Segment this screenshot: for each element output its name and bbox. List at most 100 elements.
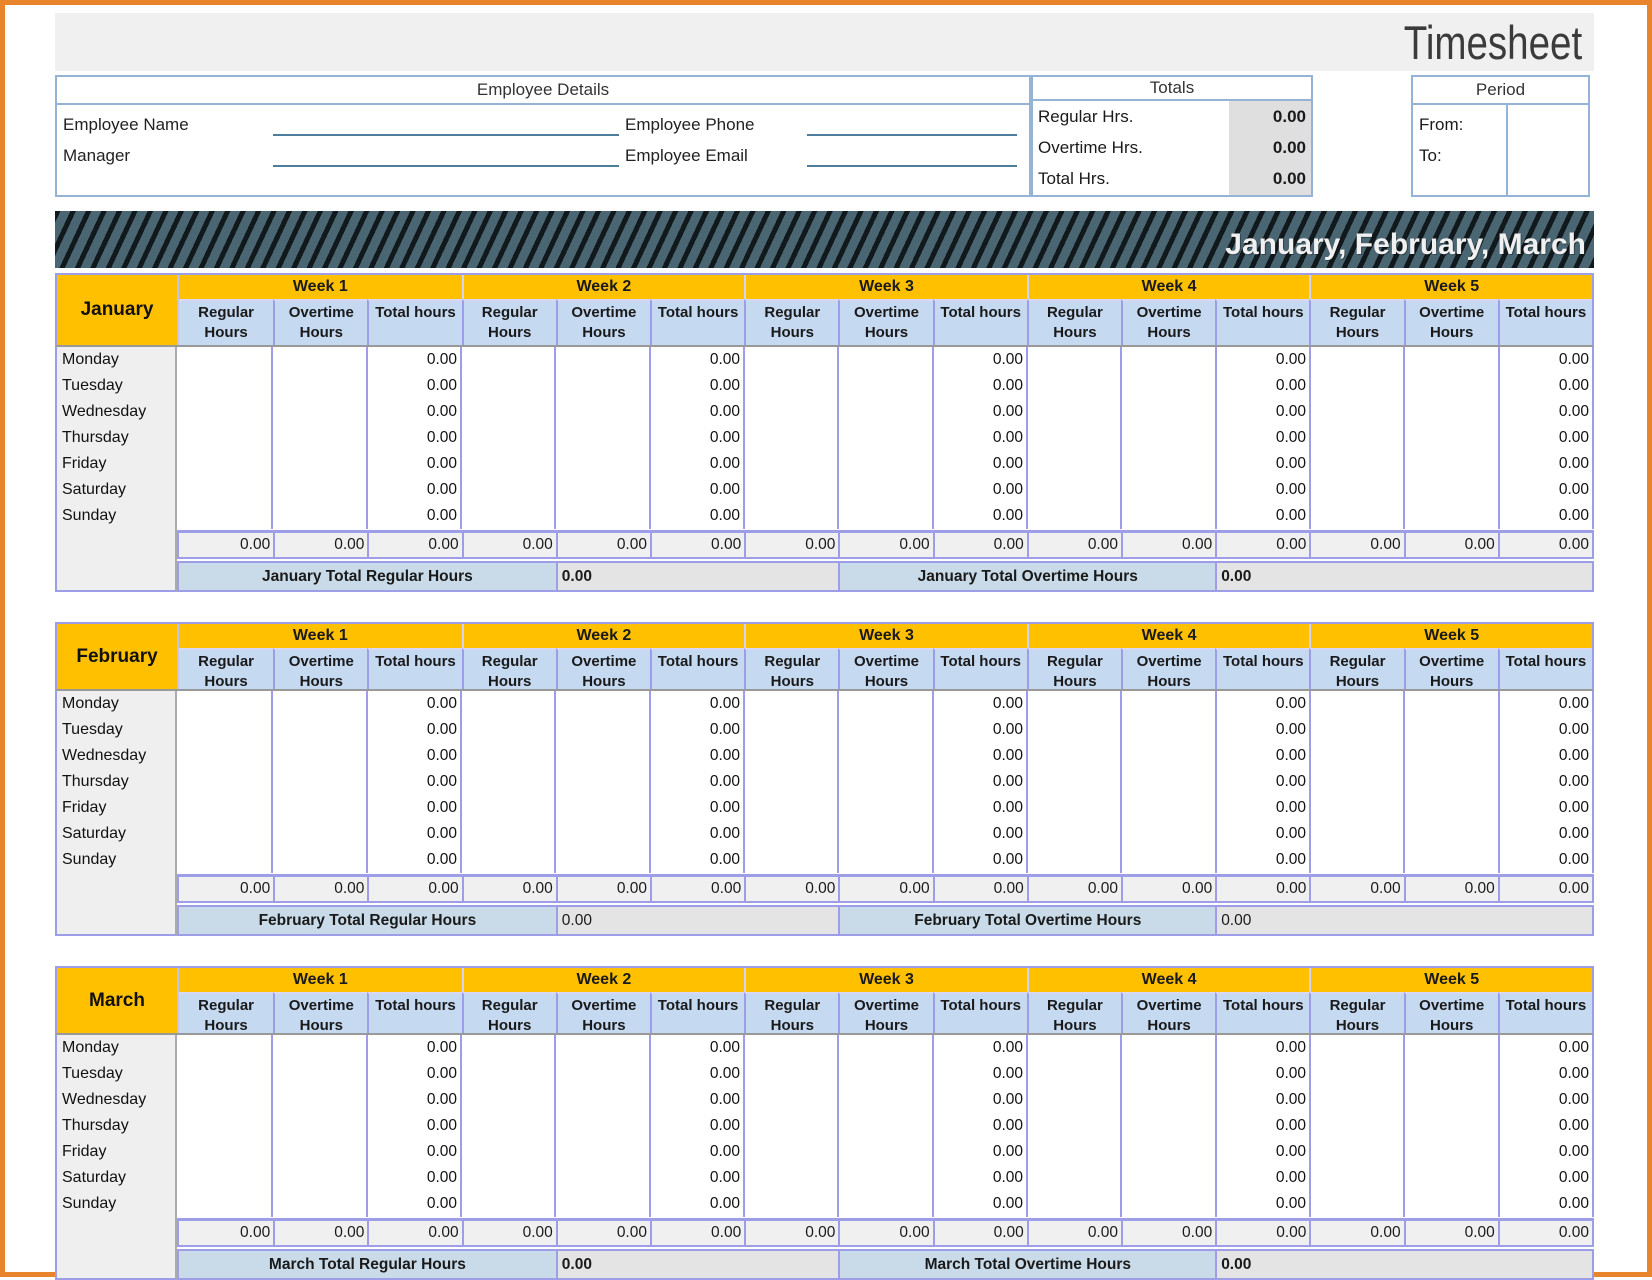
employee-phone-input[interactable] [807,110,1017,136]
overtime-hours-input-cell[interactable] [271,795,365,821]
overtime-hours-input-cell[interactable] [1403,503,1497,529]
regular-hours-input-cell[interactable] [1026,743,1120,769]
overtime-hours-input-cell[interactable] [837,451,931,477]
regular-hours-input-cell[interactable] [1026,1035,1120,1061]
period-from-input[interactable] [1508,105,1588,136]
overtime-hours-input-cell[interactable] [837,769,931,795]
overtime-hours-input-cell[interactable] [554,1061,648,1087]
regular-hours-input-cell[interactable] [743,743,837,769]
overtime-hours-input-cell[interactable] [837,847,931,873]
regular-hours-input-cell[interactable] [177,743,271,769]
overtime-hours-input-cell[interactable] [554,795,648,821]
overtime-hours-input-cell[interactable] [271,503,365,529]
overtime-hours-input-cell[interactable] [837,743,931,769]
overtime-hours-input-cell[interactable] [271,451,365,477]
overtime-hours-input-cell[interactable] [1403,743,1497,769]
overtime-hours-input-cell[interactable] [271,399,365,425]
overtime-hours-input-cell[interactable] [837,717,931,743]
regular-hours-input-cell[interactable] [743,717,837,743]
regular-hours-input-cell[interactable] [1309,1035,1403,1061]
regular-hours-input-cell[interactable] [1026,717,1120,743]
overtime-hours-input-cell[interactable] [1120,821,1214,847]
regular-hours-input-cell[interactable] [743,347,837,373]
overtime-hours-input-cell[interactable] [271,425,365,451]
regular-hours-input-cell[interactable] [460,451,554,477]
regular-hours-input-cell[interactable] [1309,1191,1403,1217]
overtime-hours-input-cell[interactable] [271,373,365,399]
overtime-hours-input-cell[interactable] [837,425,931,451]
regular-hours-input-cell[interactable] [1309,691,1403,717]
overtime-hours-input-cell[interactable] [271,1061,365,1087]
regular-hours-input-cell[interactable] [743,1165,837,1191]
regular-hours-input-cell[interactable] [177,399,271,425]
regular-hours-input-cell[interactable] [177,769,271,795]
regular-hours-input-cell[interactable] [177,691,271,717]
regular-hours-input-cell[interactable] [1309,1061,1403,1087]
overtime-hours-input-cell[interactable] [837,1113,931,1139]
regular-hours-input-cell[interactable] [1309,847,1403,873]
regular-hours-input-cell[interactable] [460,1035,554,1061]
regular-hours-input-cell[interactable] [1026,1061,1120,1087]
overtime-hours-input-cell[interactable] [271,743,365,769]
regular-hours-input-cell[interactable] [1026,425,1120,451]
regular-hours-input-cell[interactable] [1309,477,1403,503]
regular-hours-input-cell[interactable] [177,1087,271,1113]
overtime-hours-input-cell[interactable] [1403,717,1497,743]
regular-hours-input-cell[interactable] [1309,399,1403,425]
regular-hours-input-cell[interactable] [743,477,837,503]
regular-hours-input-cell[interactable] [1026,795,1120,821]
overtime-hours-input-cell[interactable] [837,399,931,425]
overtime-hours-input-cell[interactable] [554,347,648,373]
overtime-hours-input-cell[interactable] [271,347,365,373]
regular-hours-input-cell[interactable] [1309,1087,1403,1113]
regular-hours-input-cell[interactable] [460,373,554,399]
regular-hours-input-cell[interactable] [177,1061,271,1087]
overtime-hours-input-cell[interactable] [837,1165,931,1191]
overtime-hours-input-cell[interactable] [271,769,365,795]
regular-hours-input-cell[interactable] [177,1139,271,1165]
overtime-hours-input-cell[interactable] [554,1035,648,1061]
regular-hours-input-cell[interactable] [1026,347,1120,373]
regular-hours-input-cell[interactable] [1309,347,1403,373]
regular-hours-input-cell[interactable] [743,1035,837,1061]
regular-hours-input-cell[interactable] [1309,717,1403,743]
regular-hours-input-cell[interactable] [743,451,837,477]
regular-hours-input-cell[interactable] [460,847,554,873]
regular-hours-input-cell[interactable] [1309,769,1403,795]
overtime-hours-input-cell[interactable] [837,795,931,821]
overtime-hours-input-cell[interactable] [1120,795,1214,821]
regular-hours-input-cell[interactable] [177,847,271,873]
overtime-hours-input-cell[interactable] [554,1165,648,1191]
overtime-hours-input-cell[interactable] [1120,691,1214,717]
regular-hours-input-cell[interactable] [1026,821,1120,847]
regular-hours-input-cell[interactable] [1026,1165,1120,1191]
employee-email-input[interactable] [807,141,1017,167]
overtime-hours-input-cell[interactable] [1120,503,1214,529]
regular-hours-input-cell[interactable] [743,425,837,451]
employee-name-input[interactable] [273,110,619,136]
regular-hours-input-cell[interactable] [177,425,271,451]
regular-hours-input-cell[interactable] [743,373,837,399]
regular-hours-input-cell[interactable] [1026,399,1120,425]
regular-hours-input-cell[interactable] [460,503,554,529]
regular-hours-input-cell[interactable] [1309,795,1403,821]
overtime-hours-input-cell[interactable] [837,347,931,373]
overtime-hours-input-cell[interactable] [1403,847,1497,873]
overtime-hours-input-cell[interactable] [554,717,648,743]
regular-hours-input-cell[interactable] [1309,451,1403,477]
regular-hours-input-cell[interactable] [743,821,837,847]
regular-hours-input-cell[interactable] [1309,821,1403,847]
regular-hours-input-cell[interactable] [1026,1139,1120,1165]
regular-hours-input-cell[interactable] [177,717,271,743]
regular-hours-input-cell[interactable] [1309,743,1403,769]
overtime-hours-input-cell[interactable] [271,1139,365,1165]
overtime-hours-input-cell[interactable] [1403,1035,1497,1061]
regular-hours-input-cell[interactable] [1026,373,1120,399]
overtime-hours-input-cell[interactable] [554,1191,648,1217]
overtime-hours-input-cell[interactable] [1120,1113,1214,1139]
overtime-hours-input-cell[interactable] [554,451,648,477]
overtime-hours-input-cell[interactable] [1120,1035,1214,1061]
overtime-hours-input-cell[interactable] [554,1139,648,1165]
overtime-hours-input-cell[interactable] [554,743,648,769]
overtime-hours-input-cell[interactable] [1403,1139,1497,1165]
